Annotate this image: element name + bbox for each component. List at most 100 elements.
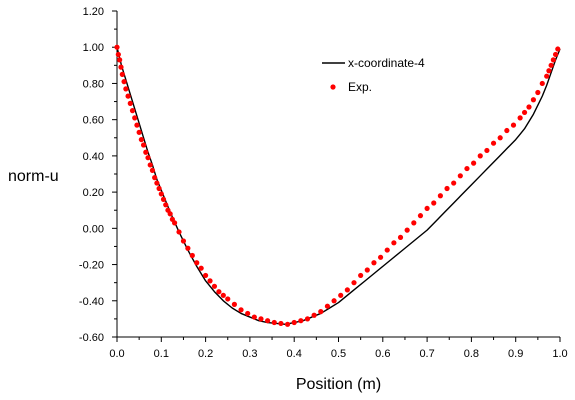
exp-data-point: [444, 185, 450, 192]
exp-data-point: [251, 314, 257, 320]
exp-data-point: [464, 165, 470, 172]
exp-data-point: [143, 149, 149, 155]
y-tick-label: 1.00: [83, 42, 104, 54]
y-ticks: -0.60 -0.40 -0.20 0.00 0.20 0.40 0.60 0.80 1.00 1…: [79, 6, 117, 344]
series-layer: [114, 44, 561, 327]
exp-data-point: [176, 229, 182, 235]
exp-data-point: [521, 109, 528, 116]
x-axis-title: Position (m): [296, 376, 381, 393]
exp-data-point: [117, 57, 123, 63]
exp-data-point: [344, 287, 350, 293]
exp-data-point: [158, 191, 164, 197]
exp-data-point: [550, 57, 556, 63]
exp-data-point: [311, 312, 317, 318]
x-tick-label: 0.9: [508, 348, 523, 360]
series-line-x-coordinate-4: [116, 47, 561, 326]
exp-data-point: [225, 296, 231, 302]
x-tick-label: 0.8: [464, 348, 479, 360]
exp-data-point: [457, 173, 463, 179]
y-tick-label: -0.20: [79, 260, 104, 272]
exp-data-point: [451, 180, 457, 186]
exp-data-point: [555, 46, 561, 52]
exp-data-point: [391, 240, 397, 246]
legend-label-markers: Exp.: [348, 80, 372, 94]
y-tick-label: -0.40: [79, 296, 104, 308]
exp-data-point: [552, 51, 559, 58]
exp-data-point: [211, 283, 218, 289]
exp-data-point: [194, 260, 200, 266]
exp-data-point: [147, 162, 153, 168]
x-tick-label: 0.2: [198, 348, 213, 360]
exp-data-point: [114, 44, 120, 50]
exp-data-point: [377, 254, 384, 260]
x-tick-label: 0.5: [331, 348, 346, 360]
exp-data-point: [291, 319, 297, 326]
exp-data-point: [132, 115, 138, 121]
exp-data-point: [123, 86, 129, 92]
y-tick-label: 0.80: [83, 78, 104, 90]
exp-data-point: [185, 245, 191, 251]
exp-data-point: [548, 62, 554, 68]
exp-data-point: [546, 68, 552, 74]
exp-data-point: [198, 265, 204, 271]
exp-data-point: [140, 142, 147, 148]
exp-data-point: [125, 93, 131, 99]
y-tick-label: 0.00: [83, 223, 104, 235]
exp-data-point: [203, 272, 209, 279]
exp-data-point: [245, 310, 251, 317]
exp-data-point: [411, 220, 417, 226]
exp-data-point: [284, 321, 291, 327]
legend: x-coordinate-4 Exp.: [322, 56, 425, 94]
exp-data-point: [189, 252, 195, 259]
y-tick-label: 0.20: [83, 187, 104, 199]
exp-data-point: [149, 167, 156, 173]
y-axis-title: norm-u: [8, 168, 59, 185]
exp-data-point: [397, 234, 404, 240]
exp-data-point: [238, 307, 244, 313]
exp-data-point: [271, 319, 277, 326]
exp-data-point: [544, 73, 550, 79]
exp-data-point: [171, 220, 178, 226]
exp-data-point: [504, 127, 510, 134]
exp-data-point: [258, 316, 264, 322]
exp-data-point: [351, 280, 357, 286]
exp-data-point: [497, 135, 503, 141]
exp-data-point: [231, 301, 237, 307]
exp-data-point: [526, 104, 532, 110]
exp-data-point: [167, 211, 173, 217]
exp-data-point: [156, 185, 162, 192]
exp-data-point: [484, 147, 490, 154]
exp-data-point: [364, 267, 370, 273]
y-tick-label: -0.60: [79, 332, 104, 344]
exp-data-point: [539, 80, 545, 87]
x-tick-label: 0.7: [419, 348, 434, 360]
exp-data-point: [154, 180, 160, 186]
exp-data-point: [115, 51, 121, 58]
x-tick-label: 0.1: [154, 348, 169, 360]
exp-data-point: [118, 64, 124, 70]
exp-data-point: [424, 205, 430, 212]
exp-data-point: [127, 100, 133, 106]
exp-data-point: [121, 79, 127, 85]
exp-data-point: [517, 115, 523, 121]
exp-data-point: [477, 153, 483, 159]
exp-data-point: [180, 238, 187, 244]
exp-data-point: [136, 129, 142, 135]
exp-data-point: [358, 272, 364, 279]
exp-data-point: [145, 155, 151, 161]
x-tick-label: 0.0: [109, 348, 124, 360]
exp-data-point: [129, 108, 136, 114]
exp-data-point: [220, 292, 226, 298]
y-tick-label: 1.20: [83, 6, 104, 18]
exp-data-point: [163, 202, 169, 208]
exp-data-point: [338, 292, 344, 298]
exp-data-point: [371, 260, 377, 266]
exp-data-point: [298, 318, 304, 324]
exp-data-point: [384, 247, 390, 253]
y-tick-label: 0.40: [83, 151, 104, 163]
exp-data-point: [530, 97, 537, 103]
exp-data-point: [324, 303, 331, 309]
x-tick-label: 1.0: [552, 348, 567, 360]
